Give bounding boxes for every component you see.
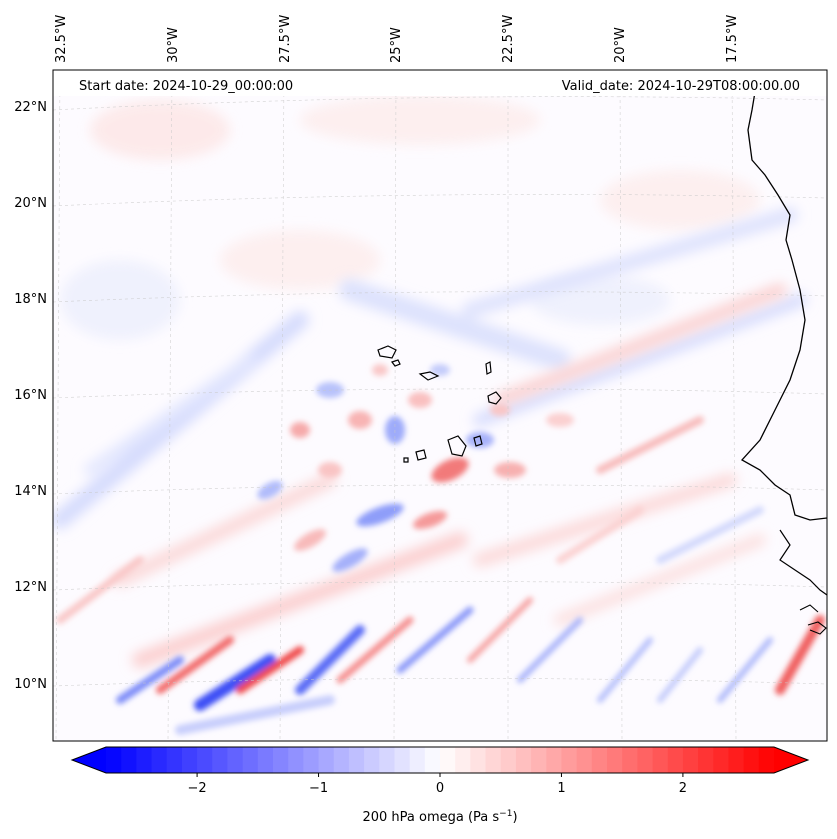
- colorbar-segment: [713, 747, 730, 773]
- lon-label: 30°W: [166, 27, 181, 63]
- colorbar-tick-label: 0: [436, 781, 444, 796]
- colorbar-segment: [591, 747, 608, 773]
- colorbar-segment: [379, 747, 396, 773]
- colorbar-segment: [607, 747, 623, 773]
- colorbar-segment: [546, 747, 563, 773]
- colorbar-segments: [72, 747, 808, 773]
- colorbar-segment: [106, 747, 122, 773]
- colorbar-extend-high: [774, 747, 808, 773]
- colorbar-segment: [637, 747, 654, 773]
- colorbar-segment: [758, 747, 775, 773]
- lat-label: 20°N: [14, 196, 47, 211]
- map-panel: Start date: 2024-10-29_00:00:00 Valid_da…: [52, 69, 828, 742]
- omega-field: [53, 70, 827, 741]
- colorbar-segment: [136, 747, 153, 773]
- lat-label: 18°N: [14, 292, 47, 307]
- colorbar-segment: [333, 747, 350, 773]
- colorbar-segment: [303, 747, 320, 773]
- colorbar-segment: [318, 747, 335, 773]
- colorbar-tick-label: −2: [188, 781, 207, 796]
- colorbar-segment: [440, 747, 456, 773]
- colorbar-segment: [652, 747, 669, 773]
- lat-label: 10°N: [14, 677, 47, 692]
- colorbar: −2 −1 0 1 2 200 hPa omega (Pa s−1): [70, 746, 810, 825]
- lat-label: 14°N: [14, 484, 47, 499]
- colorbar-segment: [485, 747, 502, 773]
- start-date-label: Start date: 2024-10-29_00:00:00: [79, 79, 293, 94]
- lat-label: 22°N: [14, 100, 47, 115]
- colorbar-segment: [212, 747, 229, 773]
- colorbar-segment: [166, 747, 183, 773]
- longitude-labels: 32.5°W 30°W 27.5°W 25°W 22.5°W 20°W 17.5…: [54, 15, 740, 63]
- colorbar-tick-label: 1: [557, 781, 565, 796]
- colorbar-segment: [515, 747, 532, 773]
- lon-label: 32.5°W: [54, 15, 69, 63]
- lat-label: 16°N: [14, 388, 47, 403]
- cape-verde-islands: [377, 345, 502, 463]
- header-band: [53, 70, 827, 96]
- colorbar-tick-label: −1: [309, 781, 328, 796]
- colorbar-segment: [151, 747, 168, 773]
- africa-coastline: [740, 79, 827, 521]
- colorbar-segment: [257, 747, 274, 773]
- colorbar-segment: [531, 747, 547, 773]
- colorbar-ticks: −2 −1 0 1 2: [188, 773, 687, 796]
- colorbar-segment: [728, 747, 745, 773]
- colorbar-outline: [70, 746, 810, 774]
- guinea-coastline: [779, 529, 827, 596]
- colorbar-segment: [743, 747, 760, 773]
- lon-label: 25°W: [389, 27, 404, 63]
- colorbar-segment: [348, 747, 365, 773]
- lon-label: 27.5°W: [278, 15, 293, 63]
- colorbar-segment: [455, 747, 471, 773]
- colorbar-segment: [667, 747, 684, 773]
- colorbar-segment: [121, 747, 137, 773]
- valid-date-label: Valid_date: 2024-10-29T08:00:00.00: [562, 79, 800, 94]
- colorbar-segment: [394, 747, 411, 773]
- colorbar-segment: [682, 747, 699, 773]
- lon-label: 22.5°W: [501, 15, 516, 63]
- colorbar-tick-label: 2: [679, 781, 687, 796]
- colorbar-segment: [242, 747, 259, 773]
- colorbar-segment: [409, 747, 426, 773]
- map-background: [53, 70, 827, 741]
- map-frame: [52, 69, 828, 742]
- colorbar-segment: [561, 747, 578, 773]
- lon-label: 17.5°W: [725, 15, 740, 63]
- colorbar-segment: [698, 747, 714, 773]
- colorbar-segment: [197, 747, 213, 773]
- colorbar-segment: [181, 747, 198, 773]
- latitude-labels: 22°N 20°N 18°N 16°N 14°N 12°N 10°N: [14, 100, 47, 692]
- colorbar-segment: [500, 747, 517, 773]
- colorbar-label: 200 hPa omega (Pa s−1): [362, 809, 517, 825]
- colorbar-segment: [273, 747, 289, 773]
- colorbar-segment: [576, 747, 593, 773]
- gridlines: [53, 70, 827, 741]
- colorbar-segment: [424, 747, 441, 773]
- colorbar-segment: [364, 747, 380, 773]
- colorbar-extend-low: [72, 747, 106, 773]
- lat-label: 12°N: [14, 580, 47, 595]
- colorbar-segment: [227, 747, 244, 773]
- colorbar-segment: [470, 747, 487, 773]
- colorbar-segment: [288, 747, 304, 773]
- lon-label: 20°W: [613, 27, 628, 63]
- colorbar-segment: [622, 747, 638, 773]
